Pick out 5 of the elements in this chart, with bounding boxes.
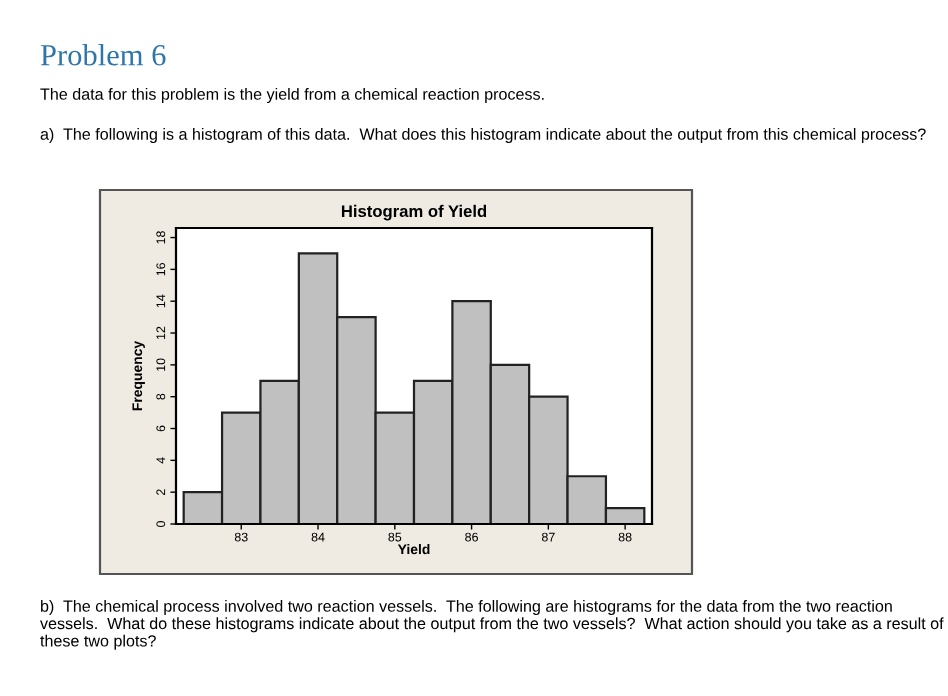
text: a) The following is a histogram of this data. What does this histogram indicate about the output from this chemical process? [40, 128, 926, 144]
text: The data for this problem is the yield from a chemical reaction process. [40, 88, 544, 104]
text: Problem 6 [40, 44, 166, 66]
text: b) The chemical process involved two reaction vessels. The following are histograms for the data from the two reaction vessels. What do these histograms indicate about the output from the two vessels? What action should you take as a result of these two plots? [40, 600, 944, 650]
chart-title: Histogram of Yield [341, 204, 487, 221]
